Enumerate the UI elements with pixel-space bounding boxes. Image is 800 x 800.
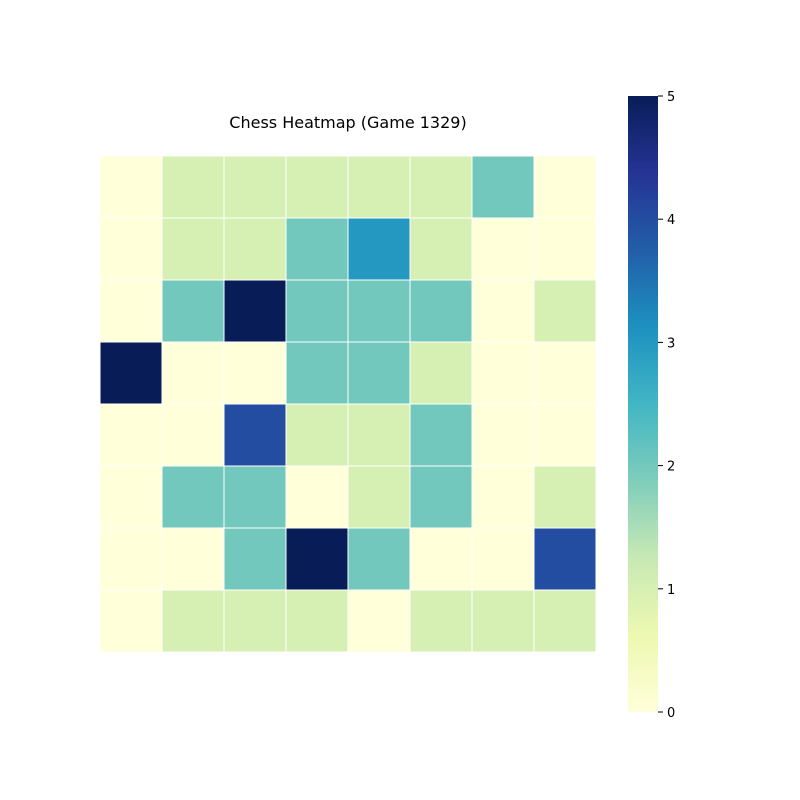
- heatmap-cell-r5-c1: [161, 465, 225, 529]
- heatmap-cell-r6-c6: [471, 527, 535, 591]
- heatmap-cell-r2-c5: [409, 279, 473, 343]
- heatmap-cell-r5-c0: [99, 465, 163, 529]
- heatmap-cell-r4-c6: [471, 403, 535, 467]
- heatmap-cell-r7-c2: [223, 589, 287, 653]
- heatmap-cell-r7-c3: [285, 589, 349, 653]
- heatmap-cell-r3-c5: [409, 341, 473, 405]
- heatmap-cell-r5-c2: [223, 465, 287, 529]
- heatmap-cell-r3-c6: [471, 341, 535, 405]
- heatmap-cell-r2-c0: [99, 279, 163, 343]
- heatmap-cell-r5-c5: [409, 465, 473, 529]
- heatmap-cell-r6-c3: [285, 527, 349, 591]
- heatmap-cell-r2-c6: [471, 279, 535, 343]
- heatmap-cell-r7-c4: [347, 589, 411, 653]
- heatmap-cell-r3-c7: [533, 341, 597, 405]
- colorbar-axis: 0 1 2 3 4 5: [658, 90, 675, 721]
- heatmap-cell-r6-c5: [409, 527, 473, 591]
- heatmap-cell-r1-c7: [533, 217, 597, 281]
- heatmap-cell-r1-c0: [99, 217, 163, 281]
- heatmap-cell-r7-c6: [471, 589, 535, 653]
- heatmap-cell-r3-c0: [99, 341, 163, 405]
- heatmap-cell-r5-c6: [471, 465, 535, 529]
- heatmap-cell-r0-c4: [347, 155, 411, 219]
- heatmap-cell-r2-c7: [533, 279, 597, 343]
- heatmap-cell-r6-c7: [533, 527, 597, 591]
- colorbar-tick-label-3: 3: [667, 336, 675, 351]
- heatmap-cell-r5-c7: [533, 465, 597, 529]
- heatmap-cell-r1-c4: [347, 217, 411, 281]
- heatmap-cell-r3-c2: [223, 341, 287, 405]
- colorbar-tick-label-1: 1: [667, 583, 675, 598]
- heatmap-cell-r5-c3: [285, 465, 349, 529]
- heatmap-cell-r2-c2: [223, 279, 287, 343]
- heatmap-cell-r1-c3: [285, 217, 349, 281]
- colorbar-tick-label-2: 2: [667, 460, 675, 475]
- heatmap-cell-r4-c7: [533, 403, 597, 467]
- heatmap-cell-r2-c1: [161, 279, 225, 343]
- heatmap-cell-r7-c0: [99, 589, 163, 653]
- heatmap-cell-r1-c1: [161, 217, 225, 281]
- heatmap-cell-r6-c2: [223, 527, 287, 591]
- heatmap-cell-r1-c6: [471, 217, 535, 281]
- heatmap-cell-r0-c1: [161, 155, 225, 219]
- heatmap-cell-r0-c0: [99, 155, 163, 219]
- heatmap-cell-r7-c1: [161, 589, 225, 653]
- heatmap-cell-r7-c7: [533, 589, 597, 653]
- colorbar-tick-label-0: 0: [667, 706, 675, 721]
- chart-title: Chess Heatmap (Game 1329): [229, 113, 466, 132]
- heatmap-cell-r7-c5: [409, 589, 473, 653]
- heatmap-cell-r3-c4: [347, 341, 411, 405]
- heatmap-cell-r3-c1: [161, 341, 225, 405]
- heatmap-cell-r6-c4: [347, 527, 411, 591]
- heatmap-cell-r4-c5: [409, 403, 473, 467]
- heatmap-cell-r6-c0: [99, 527, 163, 591]
- heatmap-cell-r0-c3: [285, 155, 349, 219]
- heatmap-cell-r4-c1: [161, 403, 225, 467]
- colorbar-tick-label-4: 4: [667, 213, 675, 228]
- heatmap-cell-r0-c6: [471, 155, 535, 219]
- heatmap-cell-r5-c4: [347, 465, 411, 529]
- heatmap-cell-r4-c4: [347, 403, 411, 467]
- heatmap-cell-r0-c5: [409, 155, 473, 219]
- heatmap-cell-r0-c7: [533, 155, 597, 219]
- heatmap-cell-r3-c3: [285, 341, 349, 405]
- heatmap-cell-r4-c2: [223, 403, 287, 467]
- colorbar-tick-label-5: 5: [667, 90, 675, 105]
- heatmap-cell-r2-c4: [347, 279, 411, 343]
- heatmap-cell-r1-c5: [409, 217, 473, 281]
- heatmap-cell-r0-c2: [223, 155, 287, 219]
- heatmap-cell-r4-c0: [99, 403, 163, 467]
- heatmap-cell-r4-c3: [285, 403, 349, 467]
- heatmap-cell-r1-c2: [223, 217, 287, 281]
- colorbar: [628, 96, 658, 712]
- heatmap-cell-r6-c1: [161, 527, 225, 591]
- heatmap-grid: [99, 155, 597, 653]
- heatmap-cell-r2-c3: [285, 279, 349, 343]
